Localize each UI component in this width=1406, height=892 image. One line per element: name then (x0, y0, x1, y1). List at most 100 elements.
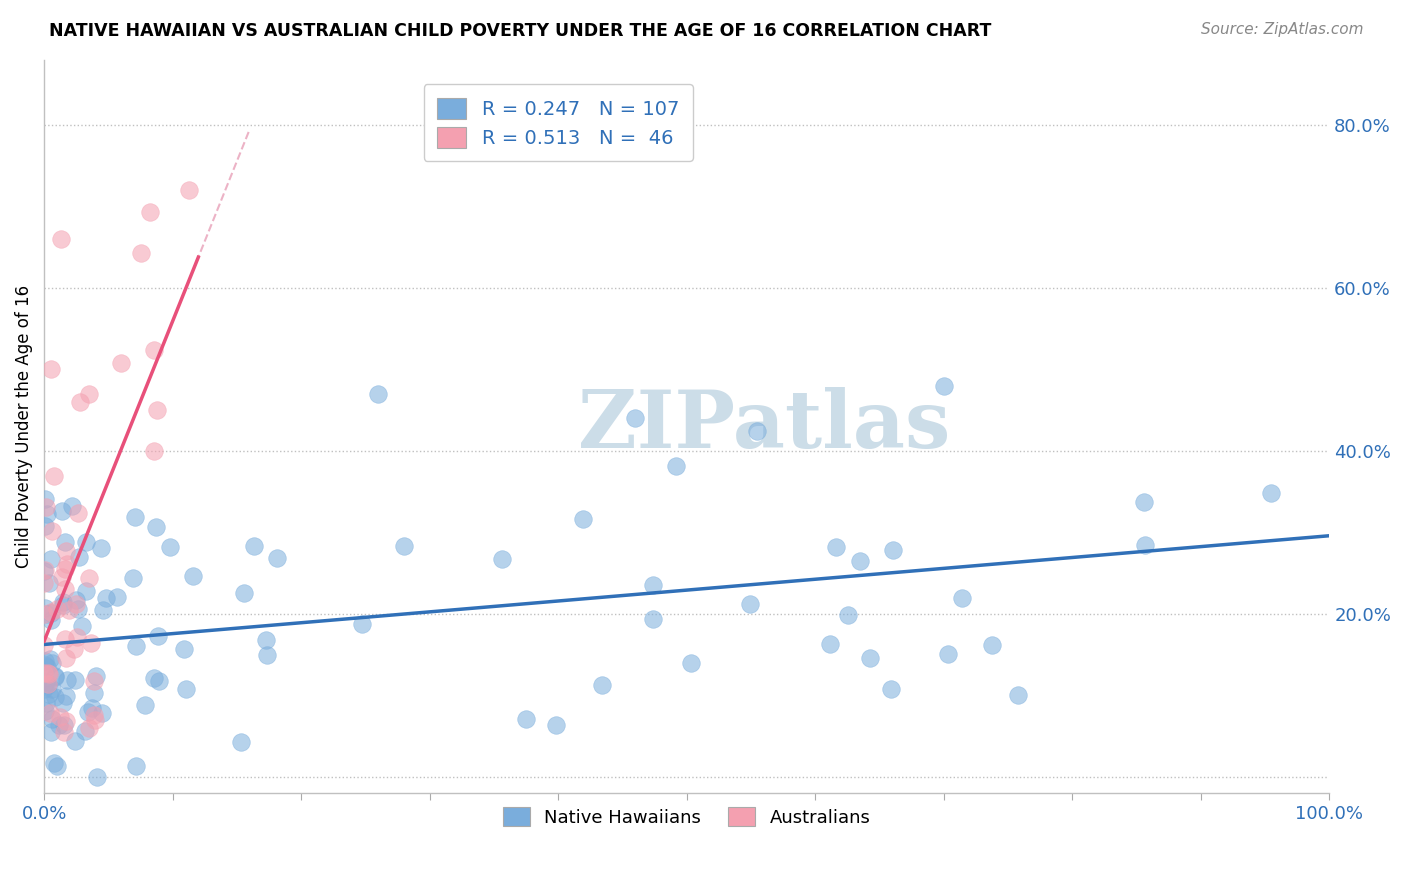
Point (63, 641, 86, 656)
Point (39, 613, 62, 627)
Point (38, 666, 60, 681)
Point (859, 651, 882, 665)
Point (75, 583, 97, 598)
Point (45, 601, 67, 615)
Point (52, 717, 75, 731)
Point (41, 712, 63, 726)
Point (352, 617, 374, 632)
Point (981, 638, 1004, 652)
Point (39, 607, 62, 621)
Point (491, 552, 513, 566)
Point (84, 713, 107, 727)
Point (146, 629, 169, 643)
Point (367, 387, 389, 401)
Point (34, 601, 56, 615)
Point (34, 654, 56, 668)
Point (125, 639, 148, 653)
Point (34, 607, 56, 621)
Point (641, 612, 664, 626)
Legend: Native Hawaiians, Australians: Native Hawaiians, Australians (494, 797, 880, 836)
Point (75, 534, 97, 549)
Point (55, 543, 77, 558)
Point (38, 687, 60, 701)
Point (129, 246, 152, 260)
Point (139, 204, 162, 219)
Point (44, 670, 66, 684)
Point (86, 770, 108, 784)
Point (143, 343, 166, 357)
Point (86, 669, 108, 683)
Point (67, 506, 90, 520)
Point (44, 669, 66, 683)
Point (94, 591, 117, 606)
Point (35, 675, 58, 690)
Point (76, 706, 98, 720)
Point (34, 519, 56, 533)
Point (32, 681, 55, 696)
Point (91, 706, 114, 720)
Point (70, 618, 93, 632)
Point (34, 638, 56, 652)
Point (55, 714, 77, 728)
Point (75, 724, 97, 739)
Point (55, 651, 77, 665)
Point (624, 411, 647, 425)
Point (110, 356, 132, 370)
Point (55, 689, 77, 703)
Point (83, 707, 105, 722)
Point (44, 690, 66, 705)
Text: NATIVE HAWAIIAN VS AUSTRALIAN CHILD POVERTY UNDER THE AGE OF 16 CORRELATION CHAR: NATIVE HAWAIIAN VS AUSTRALIAN CHILD POVE… (49, 22, 991, 40)
Point (266, 550, 288, 565)
Point (143, 672, 166, 686)
Point (49, 232, 72, 246)
Point (39, 362, 62, 376)
Point (134, 698, 156, 712)
Point (41, 524, 63, 539)
Point (256, 648, 278, 662)
Point (67, 601, 90, 615)
Point (53, 562, 76, 576)
Point (254, 633, 277, 648)
Text: Source: ZipAtlas.com: Source: ZipAtlas.com (1201, 22, 1364, 37)
Point (229, 735, 252, 749)
Point (665, 458, 688, 473)
Point (53, 632, 76, 646)
Point (48, 718, 70, 732)
Point (392, 539, 415, 553)
Point (148, 674, 170, 689)
Y-axis label: Child Poverty Under the Age of 16: Child Poverty Under the Age of 16 (15, 285, 32, 568)
Point (122, 571, 145, 585)
Point (35, 607, 58, 621)
Point (39, 706, 62, 720)
Point (181, 568, 204, 582)
Point (745, 425, 768, 439)
Point (37, 676, 59, 690)
Point (242, 539, 264, 553)
Point (546, 718, 568, 732)
Point (77, 570, 100, 584)
Point (125, 759, 148, 773)
Point (51, 570, 73, 584)
Point (679, 656, 702, 670)
Point (35, 500, 58, 514)
Point (143, 444, 166, 458)
Point (34, 658, 56, 673)
Point (820, 637, 842, 651)
Point (77, 387, 100, 401)
Point (49, 710, 72, 724)
Point (83, 685, 105, 699)
Point (66, 630, 89, 644)
Point (80, 636, 103, 650)
Point (52, 696, 75, 710)
Point (824, 541, 846, 555)
Point (41, 681, 63, 696)
Point (146, 403, 169, 417)
Point (932, 378, 955, 392)
Point (52, 595, 75, 609)
Point (37, 666, 59, 681)
Point (80, 700, 103, 714)
Point (63, 673, 86, 687)
Point (173, 641, 195, 656)
Point (42, 756, 65, 771)
Point (124, 510, 146, 524)
